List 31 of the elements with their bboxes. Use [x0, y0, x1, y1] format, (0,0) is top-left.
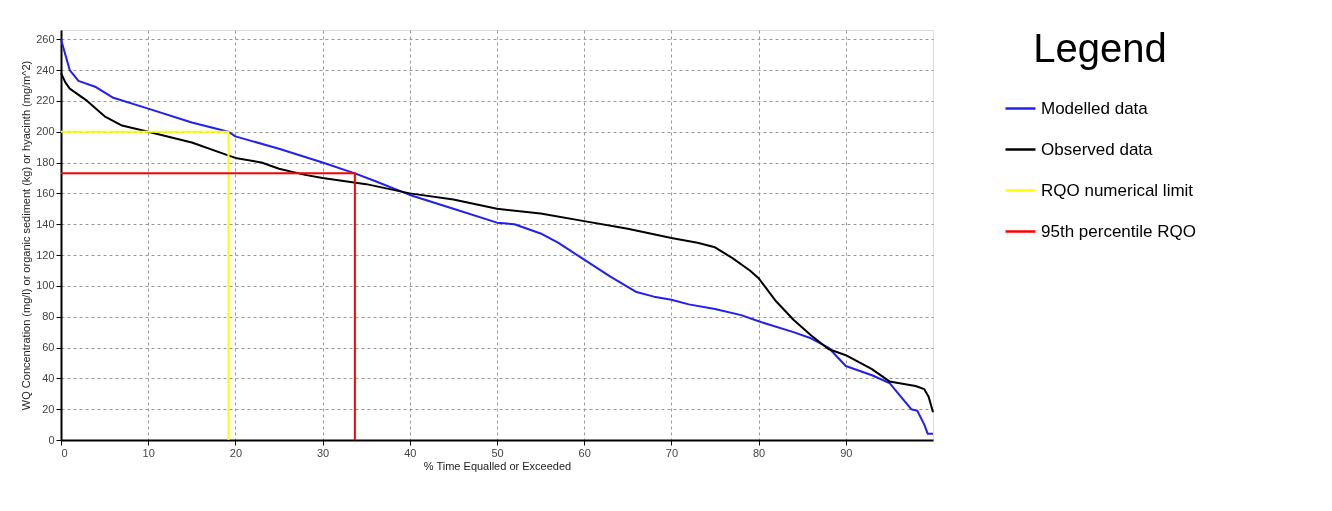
legend-label: RQO numerical limit [1041, 180, 1194, 200]
x-tick-label: 60 [578, 446, 591, 459]
y-tick-label: 220 [36, 94, 55, 107]
y-tick-label: 0 [48, 433, 55, 446]
y-tick-label: 40 [42, 371, 55, 384]
x-tick-label: 70 [665, 446, 679, 459]
y-tick-label: 180 [36, 156, 55, 169]
legend-label: 95th percentile RQO [1041, 221, 1196, 241]
x-tick-label: 30 [316, 446, 330, 459]
x-tick-label: 20 [229, 446, 243, 459]
y-tick-label: 80 [42, 310, 55, 323]
y-tick-label: 60 [42, 341, 55, 354]
y-tick-label: 260 [36, 32, 55, 45]
y-tick-label: 20 [42, 402, 55, 415]
x-tick-label: 40 [404, 446, 417, 459]
y-tick-label: 200 [36, 125, 55, 138]
y-tick-label: 160 [36, 186, 55, 199]
x-tick-label: 90 [840, 446, 853, 459]
legend-label: Observed data [1041, 139, 1154, 159]
x-tick-label: 10 [142, 446, 155, 459]
y-tick-label: 100 [36, 279, 55, 292]
legend-label: Modelled data [1041, 98, 1149, 118]
y-tick-label: 240 [36, 63, 55, 76]
y-tick-label: 120 [36, 248, 55, 261]
legend-title: Legend [1033, 26, 1167, 70]
y-tick-label: 140 [36, 217, 55, 230]
x-tick-label: 80 [752, 446, 766, 459]
y-axis-title: WQ Concentration (mg/l) or organic sediment (kg) or hyacinth (mg/m^2) [20, 60, 33, 411]
x-tick-label: 50 [491, 446, 504, 459]
x-tick-label: 0 [61, 446, 68, 459]
x-axis-title: % Time Equalled or Exceeded [423, 459, 572, 472]
